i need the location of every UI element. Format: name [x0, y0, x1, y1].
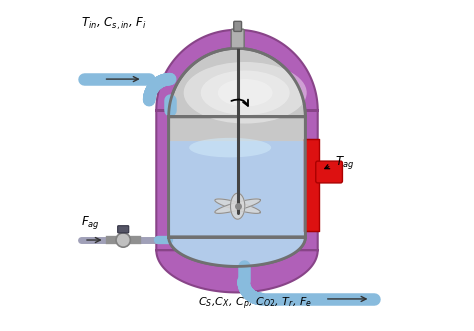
FancyBboxPatch shape: [316, 161, 342, 183]
Polygon shape: [215, 199, 260, 213]
Circle shape: [116, 233, 130, 247]
FancyBboxPatch shape: [118, 226, 129, 233]
FancyBboxPatch shape: [304, 139, 319, 231]
FancyBboxPatch shape: [234, 21, 242, 31]
Polygon shape: [169, 141, 305, 266]
Polygon shape: [169, 48, 305, 266]
Ellipse shape: [218, 79, 273, 107]
Text: C$_S$,C$_X$, C$_p$, C$_{O2}$, T$_r$, F$_e$: C$_S$,C$_X$, C$_p$, C$_{O2}$, T$_r$, F$_…: [198, 296, 312, 312]
Ellipse shape: [201, 71, 290, 115]
Polygon shape: [230, 193, 245, 219]
Ellipse shape: [189, 138, 271, 157]
Polygon shape: [156, 30, 318, 292]
Text: T$_{ag}$: T$_{ag}$: [335, 154, 354, 171]
Text: T$_{in}$, C$_{s,in}$, F$_{i}$: T$_{in}$, C$_{s,in}$, F$_{i}$: [81, 16, 146, 32]
FancyBboxPatch shape: [231, 29, 244, 48]
Text: F$_{ag}$: F$_{ag}$: [81, 213, 100, 231]
Polygon shape: [215, 199, 260, 213]
Ellipse shape: [184, 62, 307, 123]
